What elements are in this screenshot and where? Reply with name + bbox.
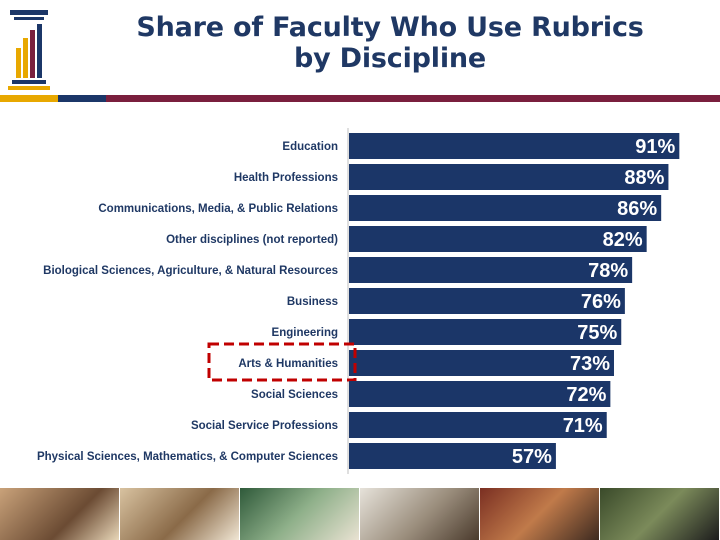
chart-title-line-1: Share of Faculty Who Use Rubrics [136, 12, 644, 43]
bar-chart: 91% Education 88% Health Professions 86% Comm… [37, 128, 680, 474]
header-divider-navy [58, 95, 106, 102]
library-photo [480, 488, 600, 540]
category-label: Health Professions [234, 172, 338, 184]
chart-title: Share of Faculty Who Use Rubrics by Disc… [70, 12, 710, 74]
bar-value-label: 86% [617, 198, 657, 220]
bar-value-label: 91% [635, 136, 675, 158]
category-label: Biological Sciences, Agriculture, & Natu… [43, 265, 338, 277]
chart-title-line-2: by Discipline [293, 43, 487, 74]
category-label: Business [287, 296, 338, 308]
bar [349, 133, 680, 159]
bar [349, 288, 625, 314]
bar-value-label: 71% [563, 415, 603, 437]
header-divider-gold [0, 95, 58, 102]
professor-blackboard-photo [240, 488, 360, 540]
photo-strip [0, 488, 720, 540]
category-label: Social Service Professions [191, 420, 338, 432]
column-chart-logo-icon [8, 10, 50, 90]
bar [349, 443, 556, 469]
bar-value-label: 75% [577, 322, 617, 344]
highlight-box [207, 342, 357, 382]
category-label: Social Sciences [251, 389, 338, 401]
category-label: Arts & Humanities [238, 358, 338, 370]
bar [349, 412, 607, 438]
category-label: Engineering [272, 327, 338, 339]
bar [349, 195, 662, 221]
bar [349, 381, 611, 407]
bar-value-label: 82% [603, 229, 643, 251]
bar-value-label: 88% [624, 167, 664, 189]
bar [349, 319, 622, 345]
bar-value-label: 78% [588, 260, 628, 282]
bar [349, 226, 647, 252]
header-divider-maroon [106, 95, 720, 102]
category-label: Education [282, 141, 338, 153]
header-divider [0, 95, 720, 102]
bar-value-label: 57% [512, 446, 552, 468]
bar [349, 350, 614, 376]
category-label: Communications, Media, & Public Relation… [98, 203, 338, 215]
category-label: Physical Sciences, Mathematics, & Comput… [37, 451, 338, 463]
category-label: Other disciplines (not reported) [166, 234, 338, 246]
bar [349, 164, 669, 190]
bar [349, 257, 633, 283]
lecture-photo [120, 488, 240, 540]
bar-value-label: 72% [566, 384, 606, 406]
graduation-photo [600, 488, 720, 540]
lab-faculty-photo [360, 488, 480, 540]
bar-value-label: 76% [581, 291, 621, 313]
bar-value-label: 73% [570, 353, 610, 375]
students-studying-photo [0, 488, 120, 540]
